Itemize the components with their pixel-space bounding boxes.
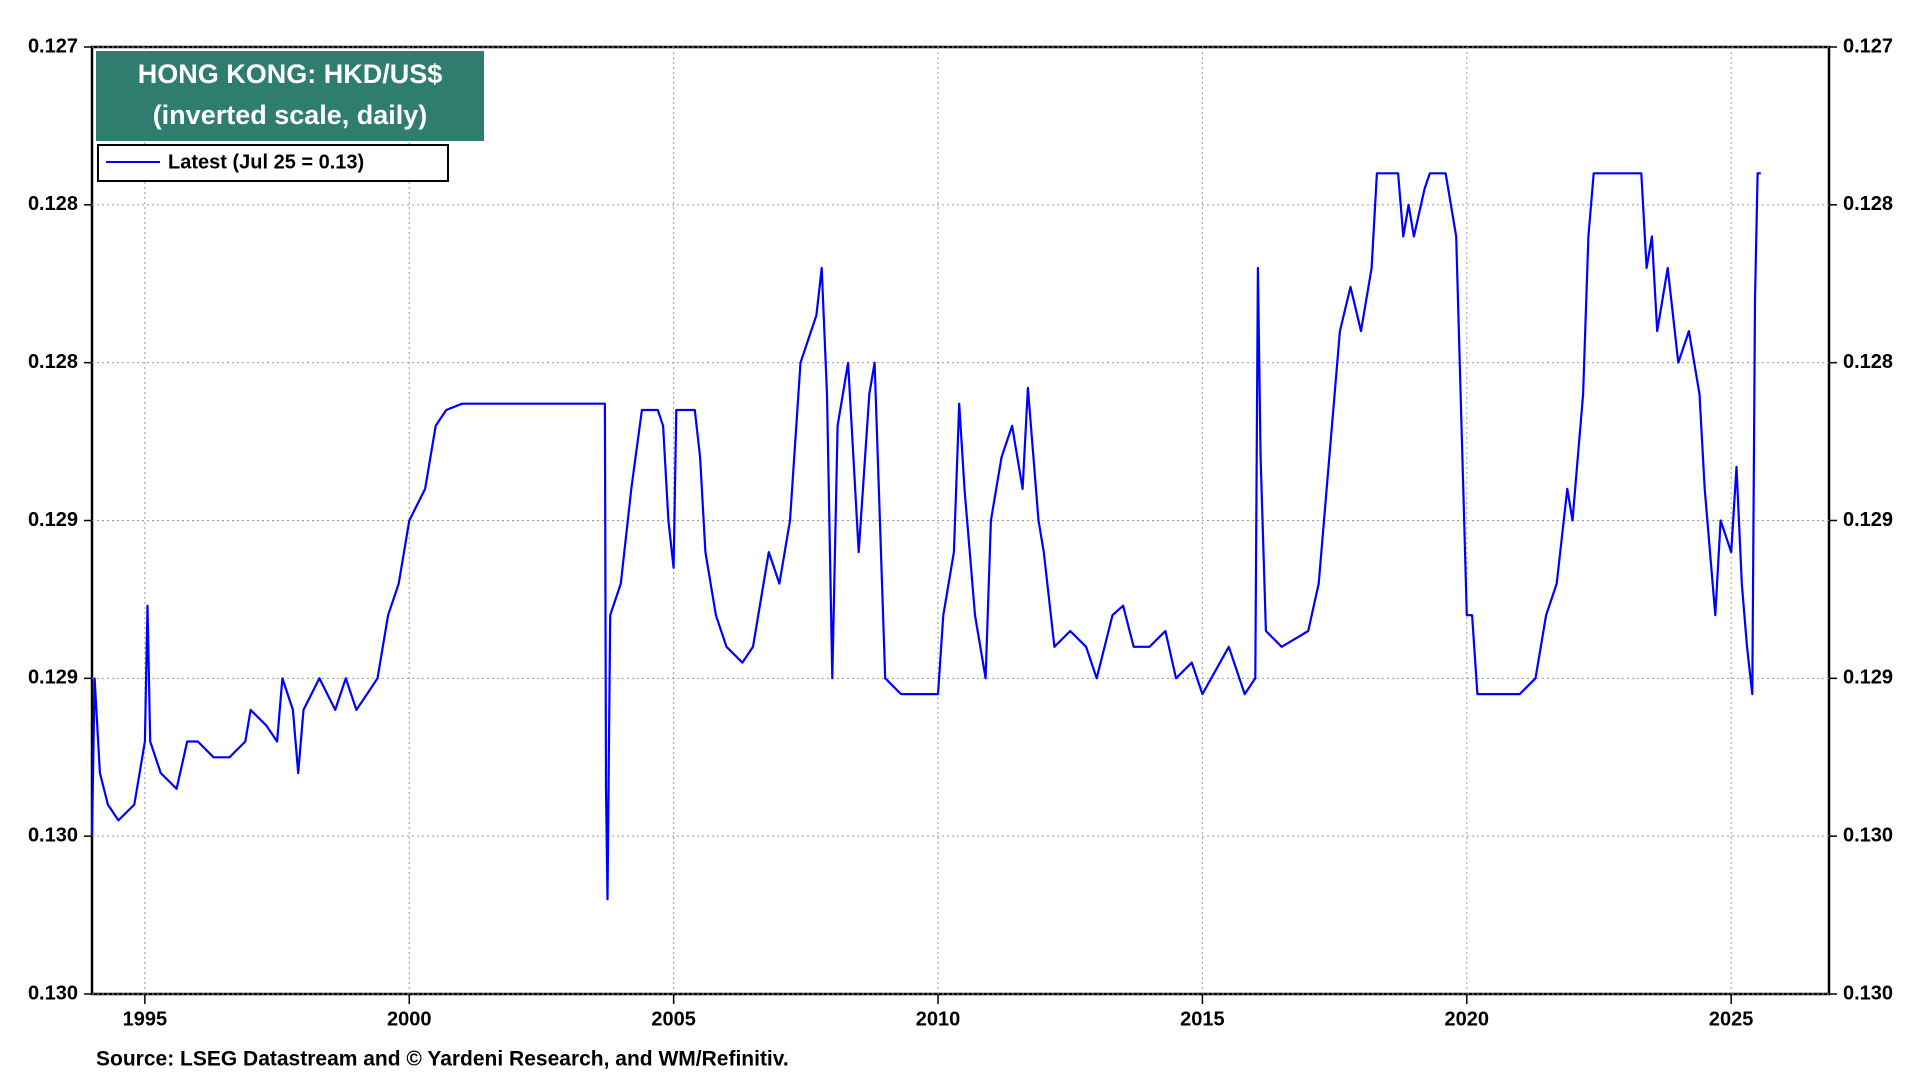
y2-tick-label: 0.130 xyxy=(1843,824,1893,846)
y-tick-label: 0.129 xyxy=(28,509,78,531)
x-tick-label: 1995 xyxy=(123,1008,168,1030)
y-tick-label: 0.128 xyxy=(28,193,78,215)
x-tick-label: 2025 xyxy=(1709,1008,1754,1030)
x-tick-label: 2000 xyxy=(387,1008,432,1030)
series-line xyxy=(90,172,1761,901)
y-tick-label: 0.127 xyxy=(28,35,78,57)
y2-tick-label: 0.130 xyxy=(1843,982,1893,1004)
y-tick-label: 0.128 xyxy=(28,351,78,373)
x-tick-label: 2005 xyxy=(651,1008,696,1030)
y2-tick-label: 0.129 xyxy=(1843,509,1893,531)
y-tick-label: 0.129 xyxy=(28,667,78,689)
title-box xyxy=(96,51,484,141)
y2-tick-label: 0.128 xyxy=(1843,351,1893,373)
grid xyxy=(84,46,1837,1004)
y2-tick-label: 0.127 xyxy=(1843,35,1893,57)
x-tick-label: 2015 xyxy=(1180,1008,1225,1030)
y2-tick-label: 0.129 xyxy=(1843,667,1893,689)
x-tick-label: 2010 xyxy=(916,1008,961,1030)
y-tick-label: 0.130 xyxy=(28,982,78,1004)
chart-subtitle: (inverted scale, daily) xyxy=(153,100,428,130)
chart-title: HONG KONG: HKD/US$ xyxy=(138,59,443,89)
y2-tick-label: 0.128 xyxy=(1843,193,1893,215)
source: Source: LSEG Datastream and © Yardeni Re… xyxy=(96,1048,789,1071)
lines xyxy=(90,172,1761,901)
legend-label: Latest (Jul 25 = 0.13) xyxy=(168,151,364,173)
x-tick-label: 2020 xyxy=(1445,1008,1490,1030)
legend-box xyxy=(97,144,449,182)
y-tick-label: 0.130 xyxy=(28,824,78,846)
